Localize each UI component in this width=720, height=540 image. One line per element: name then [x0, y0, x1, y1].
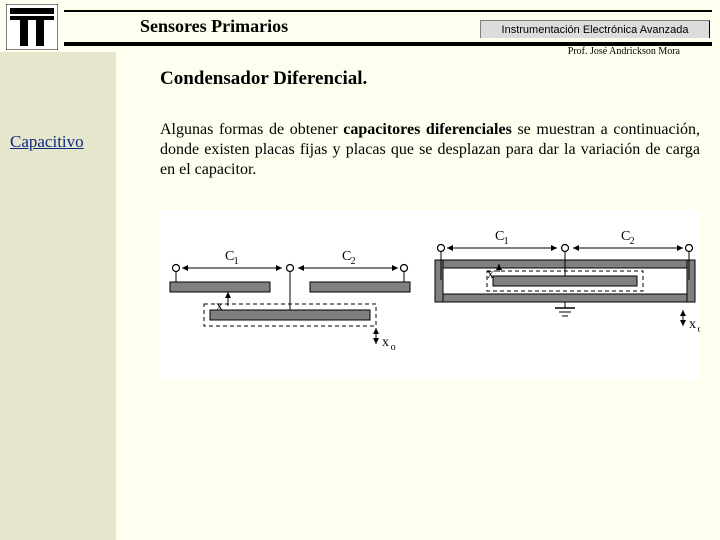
svg-text:o: o: [698, 324, 700, 335]
diagrams-area: C1C2xxo C1C2xxo: [160, 210, 700, 380]
body-text: Algunas formas de obtener capacitores di…: [160, 120, 700, 180]
header-bar: Instrumentación Electrónica Avanzada: [480, 20, 710, 38]
body-bold: capacitores diferenciales: [343, 121, 512, 138]
svg-text:o: o: [391, 342, 396, 353]
subtitle: Condensador Diferencial.: [160, 68, 367, 90]
svg-text:x: x: [689, 317, 696, 332]
sidebar-band: [0, 52, 116, 540]
page-title: Sensores Primarios: [140, 16, 288, 37]
svg-text:x: x: [487, 267, 494, 282]
svg-text:1: 1: [504, 236, 509, 247]
prof-line: Prof. José Andrickson Mora: [568, 46, 680, 57]
svg-text:x: x: [216, 299, 223, 314]
svg-text:2: 2: [630, 236, 635, 247]
slide-root: Sensores Primarios Instrumentación Elect…: [0, 0, 720, 540]
top-rule: [64, 10, 712, 12]
sidebar-link-capacitivo[interactable]: Capacitivo: [10, 132, 84, 152]
diagrams-svg: C1C2xxo C1C2xxo: [160, 210, 700, 380]
svg-text:x: x: [382, 335, 389, 350]
svg-text:2: 2: [351, 256, 356, 267]
svg-text:1: 1: [234, 256, 239, 267]
body-part1: Algunas formas de obtener: [160, 121, 343, 138]
logo-icon: [6, 4, 58, 50]
